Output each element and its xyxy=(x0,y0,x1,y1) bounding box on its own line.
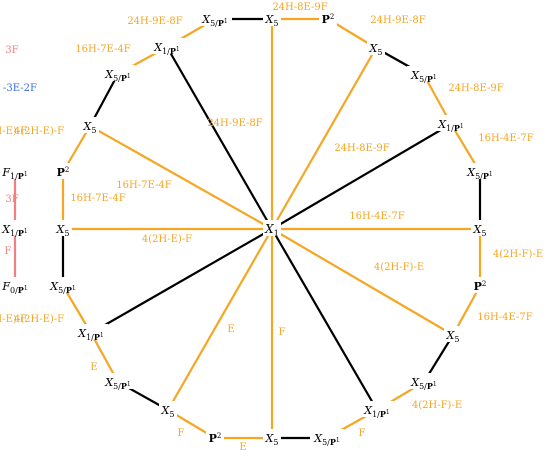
node-label: X5/P1 xyxy=(313,432,339,447)
edge-label-l4-l5: 16H-7E-4F xyxy=(70,193,125,204)
edge-label-r6-r7: 16H-4E-7F xyxy=(477,312,532,323)
edge-label-fragment: 3F xyxy=(5,45,18,56)
edge-label-b1-b2: F xyxy=(359,428,366,439)
node-e1: F1/P1 xyxy=(0,163,32,181)
node-r3: X1/P1 xyxy=(434,115,468,133)
edge-label-l8-t1: 24H-9E-8F xyxy=(127,16,182,27)
edge-label-c-r1: 24H-8E-9F xyxy=(334,143,389,154)
node-label: X1/P1 xyxy=(1,223,27,238)
edge-label-t3-r1: 24H-9E-8F xyxy=(370,15,425,26)
node-b2: X5/P1 xyxy=(310,429,344,447)
node-label: P2 xyxy=(57,166,70,179)
node-label: X5/P1 xyxy=(201,13,227,28)
edge-c-l6 xyxy=(88,124,274,231)
edge-label-t2-t3: 24H-8E-9F xyxy=(272,2,327,13)
node-l3: X5/P1 xyxy=(46,277,80,295)
edge-label-c-b3: E xyxy=(227,324,234,335)
node-label: X5/P1 xyxy=(104,376,130,391)
edge-label-c-r7: 4(2H-F)-E xyxy=(374,262,424,273)
edge-label-l5-l6: 4(2H-E)-F xyxy=(14,126,64,137)
edge-label-c-l8: 24H-9E-8F xyxy=(207,118,262,129)
node-label: X5 xyxy=(265,432,279,447)
node-label: P2 xyxy=(209,432,222,445)
edge-label-r5-r6: 4(2H-F)-E xyxy=(493,249,543,260)
node-label: P2 xyxy=(474,280,487,293)
node-label: X5/P1 xyxy=(410,376,436,391)
node-label: X5 xyxy=(56,223,70,238)
node-l7: X5/P1 xyxy=(101,65,135,83)
node-label: X5 xyxy=(369,42,383,57)
node-l2: X1/P1 xyxy=(74,324,108,342)
node-t1: X5/P1 xyxy=(198,10,232,28)
edge-label-fragment: -3E-2F xyxy=(3,83,37,94)
node-label: X5 xyxy=(161,404,175,419)
edge-c-r1 xyxy=(270,46,378,231)
edge-label-l7-l8: 16H-7E-4F xyxy=(75,44,130,55)
node-t2: X5 xyxy=(263,10,281,28)
node-e2: X1/P1 xyxy=(0,220,32,238)
edge-c-l2 xyxy=(89,227,274,335)
node-label: X1 xyxy=(264,222,279,238)
edge-label-b3-b4: E xyxy=(239,442,246,453)
node-label: F1/P1 xyxy=(1,166,27,181)
node-label: X5 xyxy=(473,223,487,238)
node-b4: P2 xyxy=(206,429,224,445)
node-label: X5/P1 xyxy=(104,68,130,83)
edge-label-fragment: 3F xyxy=(5,194,18,205)
node-label: X1/P1 xyxy=(77,327,103,342)
node-label: X5/P1 xyxy=(410,69,436,84)
node-label: X5/P1 xyxy=(49,280,75,295)
node-label: X5/P1 xyxy=(466,166,492,181)
edge-label-c-l6: 4(2H-E)-F xyxy=(142,234,192,245)
node-label: X1/P1 xyxy=(363,404,389,419)
node-l4: X5 xyxy=(54,220,72,238)
edge-c-r7 xyxy=(270,227,455,337)
edge-label-fragment: 4(2H-E)-F xyxy=(0,126,27,137)
node-b3: X5 xyxy=(263,429,281,447)
edge-label-r2-r3: 24H-8E-9F xyxy=(448,83,503,94)
node-r7: X5 xyxy=(444,326,462,344)
node-label: X5 xyxy=(446,329,460,344)
nodes-layer: X5/P1 X5 P2 X5 X5/P1 X1/P1 X5/P1 X5 P2 X5 X5/P1 X1/… xyxy=(0,10,497,447)
node-r2: X5/P1 xyxy=(407,66,441,84)
edge-label-c-b5: F xyxy=(279,327,286,338)
edge-c-b1 xyxy=(270,227,379,412)
edge-label-b4-b5: F xyxy=(178,428,185,439)
edge-label-c-l4: 16H-7E-4F xyxy=(116,180,171,191)
node-label: X5 xyxy=(83,120,97,135)
edge-c-r3 xyxy=(270,122,453,231)
edge-label-r8-b1: 4(2H-F)-E xyxy=(412,400,462,411)
node-label: P2 xyxy=(322,13,335,26)
node-b1: X1/P1 xyxy=(360,401,394,419)
node-l1: X5/P1 xyxy=(101,373,135,391)
node-label: X1/P1 xyxy=(153,41,179,56)
node-l5: P2 xyxy=(54,163,72,179)
edge-label-l2-l3: 4(2H-E)-F xyxy=(14,314,64,325)
edge-label-fragment: 4(2H-E)-F xyxy=(0,314,27,325)
node-r6: P2 xyxy=(471,277,489,293)
node-r5: X5 xyxy=(471,220,489,238)
node-label: X5 xyxy=(265,13,279,28)
edge-label-r3-r4: 16H-4E-7F xyxy=(478,133,533,144)
node-c: X1 xyxy=(263,220,281,238)
edge-label-c-r5: 16H-4E-7F xyxy=(349,211,404,222)
node-r8: X5/P1 xyxy=(407,373,441,391)
node-label: F0/P1 xyxy=(1,280,27,295)
node-e3: F0/P1 xyxy=(0,277,32,295)
node-r1: X5 xyxy=(367,39,385,57)
node-l6: X5 xyxy=(81,117,99,135)
edge-c-b5 xyxy=(166,227,274,412)
node-t3: P2 xyxy=(319,10,337,26)
node-r4: X5/P1 xyxy=(463,163,497,181)
node-label: X1/P1 xyxy=(437,118,463,133)
edge-label-l1-l2: E xyxy=(90,362,97,373)
edge-c-l8 xyxy=(165,45,274,231)
edge-labels-layer: 24H-8E-9F 24H-9E-8F 24H-8E-9F 16H-4E-7F 4(2H… xyxy=(0,2,543,453)
node-l8: X1/P1 xyxy=(150,38,184,56)
node-b5: X5 xyxy=(159,401,177,419)
edge-label-fragment: F xyxy=(5,246,12,257)
